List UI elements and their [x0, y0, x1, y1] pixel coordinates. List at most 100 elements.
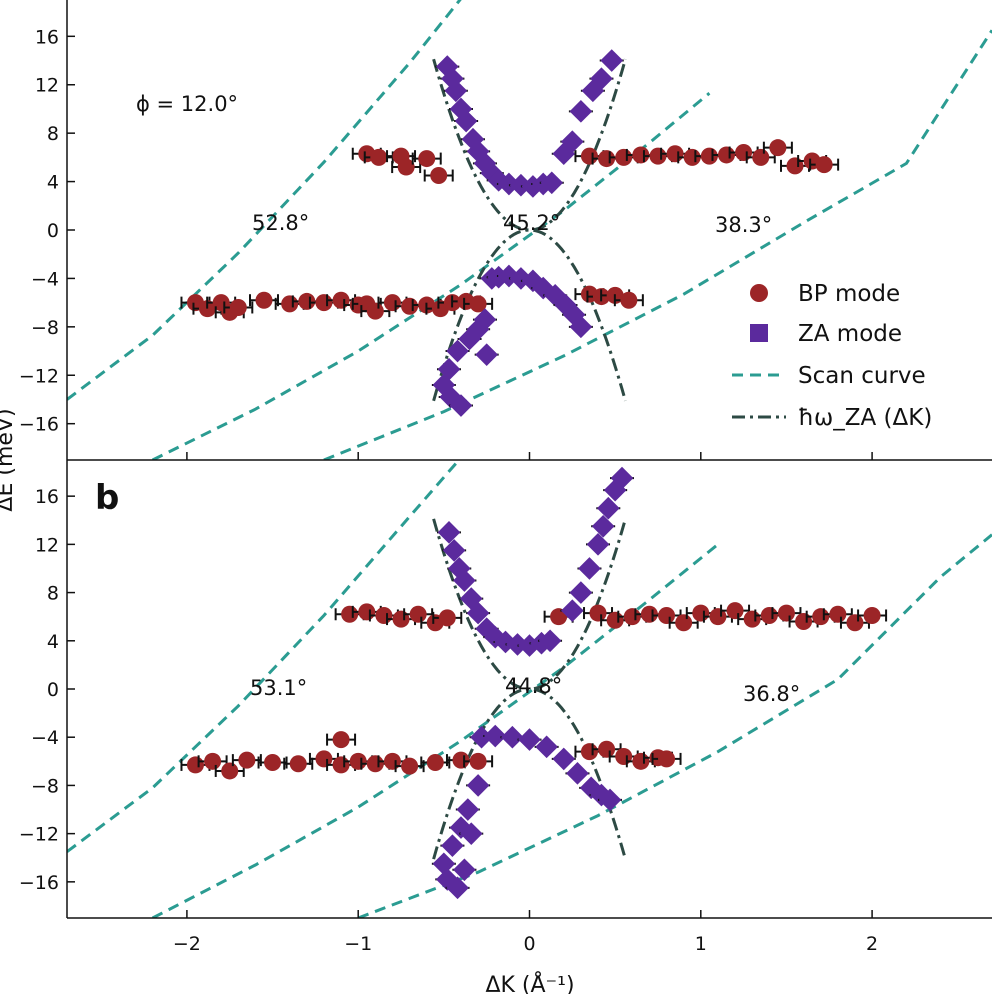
x-tick-label: 1 — [695, 933, 707, 955]
scan-curve-label-a-1: 52.8° — [252, 211, 309, 235]
za-point — [459, 822, 484, 845]
legend-bp-label: BP mode — [798, 281, 900, 307]
scan-curve-label-b-3: 36.8° — [743, 682, 800, 706]
za-point — [431, 852, 456, 876]
x-tick-label: 2 — [866, 933, 878, 955]
scan-curve-b-1 — [67, 460, 461, 853]
bp-point — [463, 295, 494, 313]
bp-point — [702, 608, 733, 626]
za-point — [565, 762, 590, 785]
legend: BP mode ZA mode Scan curve ħω_ZA (ΔK) — [732, 281, 932, 431]
y-tick-label: −12 — [19, 824, 59, 846]
y-tick-label: 4 — [47, 631, 59, 653]
bp-point — [720, 602, 751, 620]
y-tick-label: 12 — [35, 75, 59, 97]
za-point — [517, 728, 542, 751]
za-point — [538, 629, 563, 653]
za-point — [455, 798, 480, 821]
y-tick-label: −16 — [19, 872, 59, 894]
za-point — [442, 539, 467, 562]
za-point — [577, 557, 602, 580]
bp-point — [231, 751, 262, 769]
y-tick-label: −4 — [31, 727, 59, 749]
scan-curve-b-3 — [357, 533, 992, 918]
scan-curve-label-a-2: 45.2° — [503, 211, 560, 235]
za-point — [596, 496, 621, 520]
za-point — [457, 327, 482, 351]
za-point — [568, 581, 593, 604]
phi-annotation: ϕ = 12.0° — [136, 92, 238, 116]
legend-bp-marker — [750, 284, 768, 302]
za-point — [568, 315, 593, 339]
bp-point — [326, 731, 357, 749]
za-point — [610, 466, 634, 490]
bp-point — [363, 148, 394, 166]
bp-point — [283, 755, 314, 773]
y-tick-label: 0 — [47, 220, 59, 242]
y-tick-label: 8 — [47, 583, 59, 605]
scan-curve-label-b-1: 53.1° — [250, 676, 307, 700]
bp-point — [248, 291, 279, 309]
bp-point — [411, 150, 442, 168]
za-point — [445, 339, 470, 363]
za-point — [452, 569, 477, 592]
bp-point — [197, 752, 228, 770]
za-point — [599, 49, 624, 72]
bp-point — [223, 298, 254, 316]
legend-scan-label: Scan curve — [798, 363, 926, 389]
za-point — [472, 308, 497, 331]
bp-point — [651, 750, 682, 768]
bp-point — [762, 139, 793, 157]
bp-point — [420, 754, 451, 772]
bp-point — [463, 752, 494, 770]
scan-curve-a-1 — [67, 0, 462, 401]
bp-point — [423, 167, 454, 185]
za-point — [589, 67, 614, 90]
za-point — [560, 599, 585, 622]
y-tick-label: −8 — [31, 775, 59, 797]
scan-curve-label-a-3: 38.3° — [715, 213, 772, 237]
za-point — [534, 735, 559, 759]
za-point — [598, 788, 623, 812]
za-point — [591, 514, 616, 538]
x-tick-label: 0 — [523, 933, 535, 955]
bp-point — [432, 609, 463, 627]
y-tick-label: 16 — [35, 486, 59, 508]
x-tick-label: −1 — [344, 933, 372, 955]
scan-curve-label-b-2: 44.8° — [505, 674, 562, 698]
x-tick-label: −2 — [173, 933, 201, 955]
bp-point — [809, 156, 840, 174]
x-axis-title: ΔK (Å⁻¹) — [485, 971, 574, 994]
legend-za-marker — [750, 324, 768, 342]
y-tick-label: 16 — [35, 26, 59, 48]
bp-point — [360, 302, 391, 320]
za-point — [436, 521, 461, 544]
za-point — [551, 747, 576, 771]
za-point — [586, 533, 611, 556]
za-point — [466, 774, 491, 797]
y-tick-label: −12 — [19, 365, 59, 387]
za-point — [440, 834, 465, 857]
bp-point — [394, 757, 425, 775]
za-point — [500, 725, 525, 749]
za-point — [443, 79, 468, 103]
bp-point — [308, 750, 339, 768]
y-axis-title: ΔE (meV) — [0, 408, 18, 511]
scan-curve-a-3 — [323, 29, 992, 460]
legend-dispersion-label: ħω_ZA (ΔK) — [798, 405, 932, 431]
za-point — [448, 394, 473, 417]
bp-point — [613, 291, 644, 309]
y-tick-label: −8 — [31, 317, 59, 339]
panel-label-b: b — [95, 478, 119, 518]
scan-curve-a-2 — [151, 92, 711, 460]
za-point — [474, 343, 499, 366]
bp-point — [403, 605, 434, 623]
y-tick-label: 8 — [47, 123, 59, 145]
y-tick-label: −4 — [31, 268, 59, 290]
za-point — [454, 109, 479, 133]
y-tick-label: 0 — [47, 679, 59, 701]
scan-curve-b-2 — [151, 543, 719, 918]
